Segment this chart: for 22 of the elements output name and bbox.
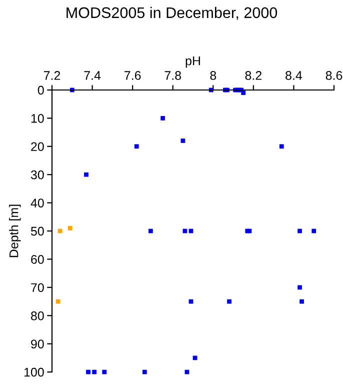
y-tick-label: 20: [31, 142, 44, 152]
x-tick-label: 8.2: [245, 71, 262, 80]
y-tick-label: 70: [31, 283, 44, 292]
chart-title: MODS2005 in December, 2000: [66, 6, 278, 20]
y-axis-title: Depth [m]: [9, 204, 21, 258]
x-tick-label: 7.4: [84, 71, 101, 80]
y-tick-label: 90: [31, 340, 44, 348]
x-tick-label: 8: [210, 71, 216, 80]
y-tick-label: 40: [30, 198, 44, 208]
y-tick-label: 100: [24, 368, 44, 377]
y-tick-label: 10: [31, 114, 44, 123]
y-tick-label: 0: [38, 86, 44, 95]
x-tick-label: 8.6: [326, 71, 342, 80]
x-tick-label: 7.8: [164, 71, 182, 80]
y-tick-label: 80: [31, 311, 44, 320]
x-tick-label: 7.6: [124, 71, 141, 80]
x-tick-label: 8.4: [286, 71, 302, 80]
x-tick-label: 7.2: [44, 71, 60, 80]
y-tick-label: 50: [30, 226, 44, 236]
y-tick-label: 30: [30, 170, 44, 180]
y-tick-label: 60: [31, 255, 44, 264]
x-axis-title: pH: [186, 56, 200, 68]
